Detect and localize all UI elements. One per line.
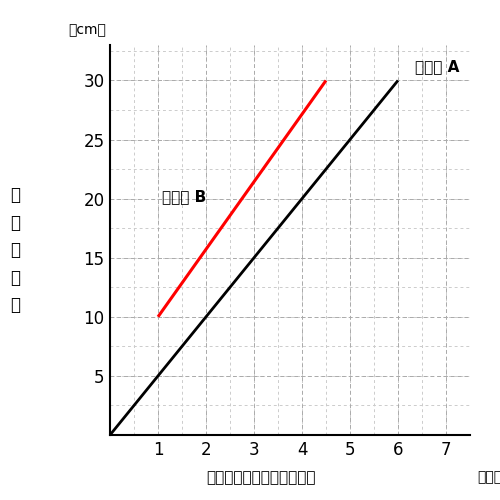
Text: 面: 面 xyxy=(10,214,20,232)
Text: 高: 高 xyxy=(10,268,20,286)
Text: グラフ B: グラフ B xyxy=(162,189,206,204)
Text: 水: 水 xyxy=(10,186,20,204)
Text: グラフ A: グラフ A xyxy=(415,60,459,74)
Text: 水を入れ始めてからの時間: 水を入れ始めてからの時間 xyxy=(206,470,316,485)
Text: さ: さ xyxy=(10,296,20,314)
Text: （cm）: （cm） xyxy=(68,23,106,37)
Text: の: の xyxy=(10,241,20,259)
Text: （分）: （分） xyxy=(477,470,500,484)
